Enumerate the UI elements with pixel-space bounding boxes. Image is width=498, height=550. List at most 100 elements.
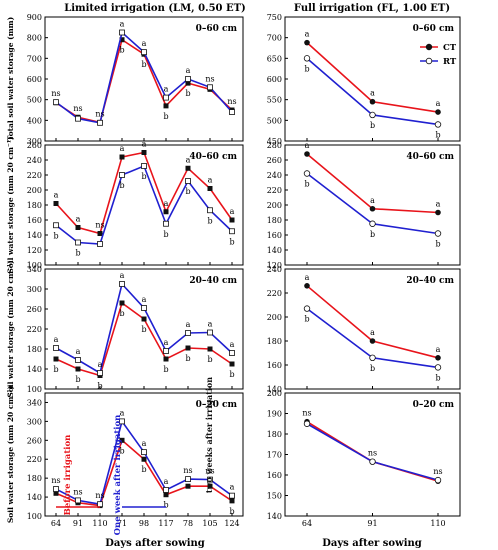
significance-label: ns bbox=[205, 74, 214, 83]
significance-label: a bbox=[164, 199, 169, 208]
data-point-rt bbox=[75, 239, 81, 246]
x-tick-label: 117 bbox=[158, 519, 173, 528]
significance-label: a bbox=[208, 320, 213, 329]
y-tick-label: 180 bbox=[267, 337, 282, 346]
significance-label: ns bbox=[95, 491, 104, 500]
y-tick-label: 140 bbox=[267, 246, 282, 255]
significance-label: b bbox=[97, 382, 102, 391]
data-point-ct bbox=[435, 109, 441, 115]
right-x-axis-label: Days after sowing bbox=[322, 538, 422, 549]
significance-label: a bbox=[120, 20, 125, 29]
data-point-rt bbox=[141, 49, 147, 56]
data-point-rt bbox=[119, 172, 125, 178]
significance-label: a bbox=[164, 477, 169, 486]
data-point-rt bbox=[303, 170, 311, 177]
data-point-rt bbox=[119, 29, 125, 36]
y-tick-label: 200 bbox=[27, 186, 42, 195]
panel-right-0-20: 140 150 160 170 180 190 200 64 91 110 0–20 cm ns ns n… bbox=[267, 389, 461, 528]
data-point-ct bbox=[185, 80, 191, 86]
depth-label: 40–60 cm bbox=[189, 152, 237, 162]
significance-label: b bbox=[370, 230, 375, 239]
data-point-rt bbox=[229, 109, 235, 115]
y-tick-label: 600 bbox=[27, 75, 42, 84]
y-tick-label: 180 bbox=[27, 345, 42, 354]
x-tick-label: 78 bbox=[183, 519, 193, 528]
significance-label: b bbox=[185, 187, 190, 196]
data-point-ct bbox=[185, 165, 191, 171]
panel-left-20-40: 100 140 180 220 260 300 340 Soil water storage … bbox=[6, 260, 244, 398]
data-point-rt bbox=[229, 492, 235, 499]
significance-label: b bbox=[163, 230, 168, 239]
data-point-rt bbox=[75, 497, 81, 504]
significance-label: a bbox=[98, 360, 103, 369]
y-tick-label: 140 bbox=[267, 385, 282, 394]
significance-label: b bbox=[229, 370, 234, 379]
data-point-ct bbox=[163, 492, 169, 498]
data-point-ct bbox=[229, 217, 235, 223]
significance-label: b bbox=[141, 465, 146, 474]
significance-label: a bbox=[142, 140, 147, 149]
x-tick-label: 98 bbox=[139, 519, 149, 528]
depth-label: 0–60 cm bbox=[413, 24, 455, 34]
data-point-rt bbox=[141, 163, 147, 169]
data-point-rt bbox=[229, 228, 235, 235]
y-axis-label: Total soil water storage (mm) bbox=[6, 17, 15, 141]
y-tick-label: 180 bbox=[267, 430, 282, 439]
data-point-rt bbox=[185, 178, 191, 184]
panel-left-40-60: 100 120 140 160 180 200 220 240 260 Soil water st… bbox=[6, 136, 244, 274]
y-tick-label: 900 bbox=[27, 13, 42, 22]
significance-label: b bbox=[229, 237, 234, 246]
data-point-rt bbox=[369, 458, 376, 465]
significance-label: b bbox=[163, 501, 168, 510]
y-tick-label: 600 bbox=[267, 75, 282, 84]
significance-label: b bbox=[141, 325, 146, 334]
x-tick-label: 110 bbox=[430, 519, 445, 528]
significance-label: b bbox=[370, 364, 375, 373]
plot-frame bbox=[44, 144, 244, 266]
significance-label: b bbox=[119, 446, 124, 455]
significance-label: b bbox=[75, 375, 80, 384]
x-tick-label: 91 bbox=[367, 519, 377, 528]
x-tick-label: 91 bbox=[73, 519, 83, 528]
significance-label: a bbox=[305, 141, 310, 150]
y-tick-label: 180 bbox=[27, 201, 42, 210]
data-point-rt bbox=[185, 76, 191, 82]
y-tick-label: 180 bbox=[27, 474, 42, 483]
significance-label: b bbox=[119, 46, 124, 55]
significance-label: a bbox=[305, 30, 310, 39]
significance-label: a bbox=[436, 345, 441, 354]
significance-label: ns bbox=[183, 466, 192, 475]
significance-label: a bbox=[120, 144, 125, 153]
significance-label: ns bbox=[73, 104, 82, 113]
significance-label: ns bbox=[433, 467, 442, 476]
y-tick-label: 180 bbox=[267, 216, 282, 225]
series-line-ct bbox=[55, 301, 233, 377]
panel-right-40-60: 120 140 160 180 200 220 240 260 280 40–60 cm a b a b a… bbox=[267, 141, 461, 270]
significance-label: b bbox=[207, 216, 212, 225]
y-tick-label: 160 bbox=[267, 231, 282, 240]
significance-label: a bbox=[76, 215, 81, 224]
data-point-rt bbox=[207, 207, 213, 214]
data-point-rt bbox=[163, 348, 169, 354]
significance-label: b bbox=[141, 60, 146, 69]
left-x-axis-label: Days after sowing bbox=[105, 538, 205, 549]
data-point-ct bbox=[229, 361, 235, 367]
legend-marker-rt bbox=[425, 57, 433, 65]
y-tick-label: 140 bbox=[267, 512, 282, 521]
data-point-rt bbox=[141, 449, 147, 456]
significance-label: ns bbox=[227, 97, 236, 106]
y-tick-label: 160 bbox=[267, 471, 282, 480]
significance-label: a bbox=[230, 340, 235, 349]
y-tick-label: 800 bbox=[27, 34, 42, 43]
y-tick-label: 500 bbox=[27, 96, 42, 105]
data-point-rt bbox=[207, 84, 213, 91]
y-tick-label: 190 bbox=[267, 410, 282, 419]
significance-label: b bbox=[304, 180, 309, 189]
data-point-rt bbox=[163, 220, 169, 227]
data-point-ct bbox=[163, 356, 169, 362]
data-point-ct bbox=[435, 355, 441, 361]
significance-label: b bbox=[119, 181, 124, 190]
significance-label: a bbox=[186, 155, 191, 164]
left-figure-title: Limited irrigation (LM, 0.50 ET) bbox=[64, 3, 246, 14]
